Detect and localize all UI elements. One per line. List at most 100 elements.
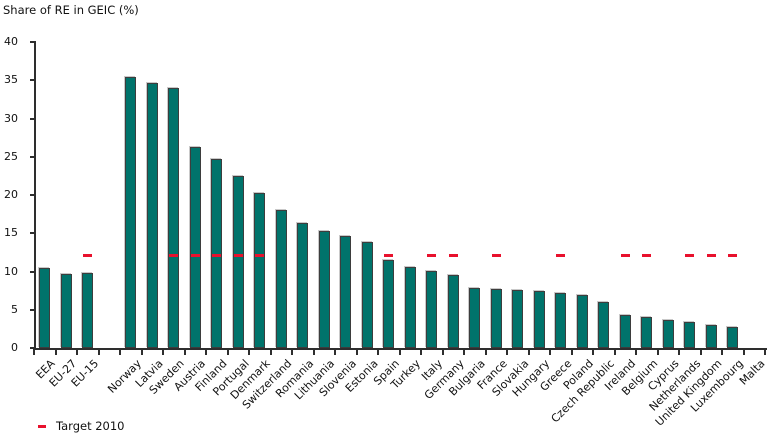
y-axis-tick-label: 5 xyxy=(11,302,18,316)
x-axis-tick xyxy=(226,350,229,355)
y-axis-tick xyxy=(30,155,35,158)
x-axis-tick xyxy=(377,350,379,355)
target-2010-dash-belgium xyxy=(642,254,652,258)
target-2010-dash-greece xyxy=(556,254,566,258)
y-axis-tick xyxy=(30,41,35,43)
y-axis-tick xyxy=(30,194,35,196)
bar-latvia xyxy=(146,82,158,348)
bar-eea xyxy=(39,267,51,348)
y-axis-tick xyxy=(30,347,35,349)
target-2010-dash-finland xyxy=(212,254,222,258)
y-axis-tick xyxy=(30,308,35,311)
x-axis-tick xyxy=(527,350,530,355)
x-axis-tick xyxy=(205,350,207,355)
chart-title: Share of RE in GEIC (%) xyxy=(3,3,139,17)
x-axis-tick xyxy=(76,350,78,355)
bar-greece xyxy=(555,292,567,348)
y-axis-tick-label: 35 xyxy=(4,73,18,87)
x-axis-tick xyxy=(635,350,637,355)
x-axis-tick xyxy=(312,350,315,355)
x-axis-tick xyxy=(420,350,422,355)
bar-cyprus xyxy=(662,320,674,348)
x-axis-tick xyxy=(506,350,508,355)
x-axis-tick xyxy=(183,350,186,355)
x-axis-tick xyxy=(54,350,57,355)
bar-czech-republic xyxy=(598,302,610,348)
bar-austria xyxy=(189,146,201,348)
bar-portugal xyxy=(232,175,244,348)
bar-eu-15 xyxy=(82,273,94,348)
y-axis-tick-label: 20 xyxy=(4,188,18,201)
x-axis-tick xyxy=(656,350,659,355)
bar-belgium xyxy=(641,317,653,348)
bar-hungary xyxy=(533,291,545,348)
x-axis-tick xyxy=(269,350,272,355)
x-axis-line xyxy=(33,348,767,350)
target-2010-dash-netherlands xyxy=(685,254,695,258)
target-2010-dash-denmark xyxy=(255,254,265,258)
y-axis-tick xyxy=(30,79,35,82)
y-axis-tick-label: 25 xyxy=(4,149,18,163)
x-axis-tick xyxy=(334,350,336,355)
target-2010-dash-eu-15 xyxy=(83,254,93,258)
x-axis-tick xyxy=(398,350,401,355)
target-2010-dash-austria xyxy=(190,254,200,258)
x-axis-tick xyxy=(119,350,121,355)
bar-sweden xyxy=(168,87,180,348)
y-axis-tick xyxy=(30,232,35,235)
target-2010-dash-ireland xyxy=(620,254,630,258)
y-axis-tick xyxy=(30,117,35,120)
x-axis-tick xyxy=(441,350,444,355)
legend-target-marker-icon xyxy=(38,424,46,428)
x-axis-tick xyxy=(484,350,487,355)
y-axis-line xyxy=(34,41,36,350)
target-2010-dash-spain xyxy=(384,254,394,258)
bar-france xyxy=(490,289,502,348)
x-axis-tick xyxy=(764,350,766,355)
y-axis-tick-label: 0 xyxy=(11,341,18,354)
x-axis-tick xyxy=(678,350,680,355)
bar-luxembourg xyxy=(727,327,739,348)
y-axis-tick-label: 30 xyxy=(4,111,18,125)
bar-spain xyxy=(383,260,395,348)
bar-bulgaria xyxy=(469,288,481,348)
x-axis-tick xyxy=(291,350,293,355)
x-axis-tick xyxy=(248,350,250,355)
x-axis-tick xyxy=(162,350,164,355)
bar-estonia xyxy=(361,242,373,348)
target-2010-dash-united-kingdom xyxy=(706,254,716,258)
legend-target-label: Target 2010 xyxy=(56,419,125,433)
bar-poland xyxy=(576,295,588,348)
bar-ireland xyxy=(619,315,631,348)
target-2010-dash-sweden xyxy=(169,254,179,258)
x-axis-tick xyxy=(613,350,616,355)
y-axis-tick-label: 15 xyxy=(4,226,18,240)
x-axis-tick xyxy=(570,350,573,355)
y-axis-tick-label: 10 xyxy=(4,264,18,278)
x-axis-tick xyxy=(721,350,723,355)
x-axis-tick xyxy=(140,350,143,355)
x-axis-tick xyxy=(699,350,702,355)
bar-denmark xyxy=(254,193,266,348)
x-axis-tick xyxy=(33,350,35,355)
target-2010-dash-luxembourg xyxy=(728,254,738,258)
target-2010-dash-portugal xyxy=(233,254,243,258)
x-axis-tick xyxy=(592,350,594,355)
bar-romania xyxy=(297,223,309,348)
bar-norway xyxy=(125,77,137,348)
bar-switzerland xyxy=(275,210,287,348)
target-2010-dash-germany xyxy=(448,254,458,258)
y-axis-tick xyxy=(30,270,35,273)
bar-lithuania xyxy=(318,230,330,348)
x-axis-tick xyxy=(463,350,465,355)
bar-slovakia xyxy=(512,289,524,348)
bar-turkey xyxy=(404,266,416,348)
bar-italy xyxy=(426,270,438,348)
x-axis-tick xyxy=(97,350,100,355)
target-2010-dash-france xyxy=(491,254,501,258)
bar-slovenia xyxy=(340,235,352,348)
bar-netherlands xyxy=(684,321,696,348)
bar-eu-27 xyxy=(60,273,72,348)
bar-united-kingdom xyxy=(705,325,717,348)
